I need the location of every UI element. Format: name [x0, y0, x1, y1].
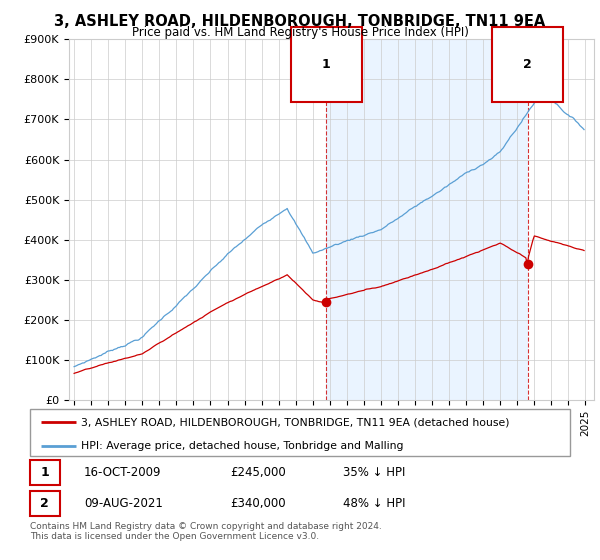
Text: £245,000: £245,000 — [230, 466, 286, 479]
Text: Contains HM Land Registry data © Crown copyright and database right 2024.
This d: Contains HM Land Registry data © Crown c… — [30, 522, 382, 542]
Text: 1: 1 — [322, 58, 331, 71]
Text: 2: 2 — [40, 497, 49, 510]
FancyBboxPatch shape — [30, 460, 60, 485]
Text: 3, ASHLEY ROAD, HILDENBOROUGH, TONBRIDGE, TN11 9EA: 3, ASHLEY ROAD, HILDENBOROUGH, TONBRIDGE… — [55, 14, 545, 29]
Text: £340,000: £340,000 — [230, 497, 286, 510]
Text: Price paid vs. HM Land Registry's House Price Index (HPI): Price paid vs. HM Land Registry's House … — [131, 26, 469, 39]
Text: 2: 2 — [523, 58, 532, 71]
Bar — [326, 39, 527, 400]
Text: 1: 1 — [40, 466, 49, 479]
Text: 35% ↓ HPI: 35% ↓ HPI — [343, 466, 406, 479]
FancyBboxPatch shape — [30, 409, 570, 456]
Text: HPI: Average price, detached house, Tonbridge and Malling: HPI: Average price, detached house, Tonb… — [82, 441, 404, 451]
Text: 3, ASHLEY ROAD, HILDENBOROUGH, TONBRIDGE, TN11 9EA (detached house): 3, ASHLEY ROAD, HILDENBOROUGH, TONBRIDGE… — [82, 417, 510, 427]
Text: 09-AUG-2021: 09-AUG-2021 — [84, 497, 163, 510]
Text: 48% ↓ HPI: 48% ↓ HPI — [343, 497, 406, 510]
FancyBboxPatch shape — [30, 491, 60, 516]
Text: 16-OCT-2009: 16-OCT-2009 — [84, 466, 161, 479]
